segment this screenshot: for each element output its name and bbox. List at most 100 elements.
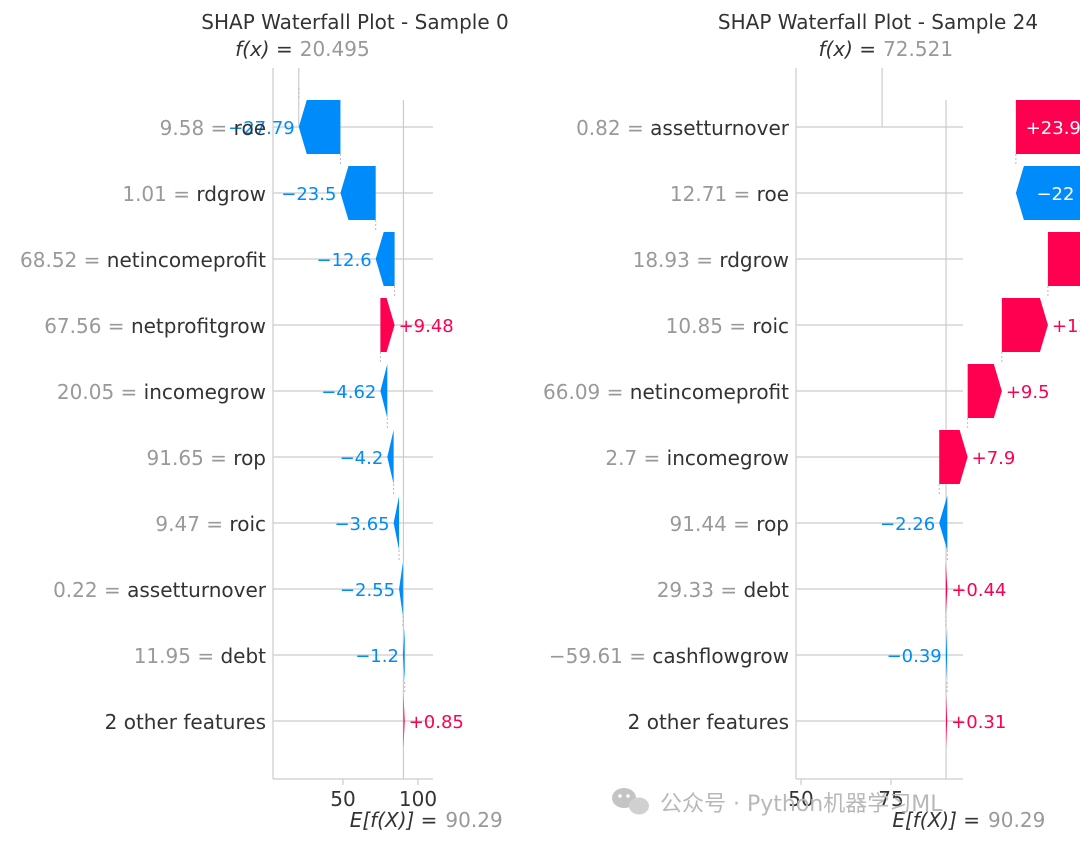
expected-value-annotation: E[f(X)] = 90.29 (350, 808, 503, 832)
feature-name: 2 other features (628, 710, 789, 734)
waterfall-panel-sample-0: 50 100 SHAP Waterfall Plot - Sample 0 f(x) … (20, 10, 509, 832)
expected-value-label: E[f(X)] = (892, 808, 980, 832)
shap-bar-negative (1015, 166, 1080, 220)
x-tick-label: 100 (399, 787, 437, 811)
feature-label: 10.85 = roic (666, 314, 789, 338)
shap-bar-negative (939, 496, 948, 550)
feature-value: 0.82 (576, 116, 621, 140)
equals-sign: = (191, 644, 220, 668)
shap-bar-positive (403, 694, 405, 748)
shap-bar-positive (1015, 100, 1080, 154)
feature-value: 1.01 (122, 182, 167, 206)
feature-label: 66.09 = netincomeprofit (543, 380, 789, 404)
shap-value-label: +0.44 (951, 580, 1006, 601)
feature-value: 91.65 (147, 446, 204, 470)
feature-name: assetturnover (650, 116, 790, 140)
shap-bar-negative (387, 430, 394, 484)
shap-value-label: −12.6 (317, 250, 372, 271)
feature-name: rop (233, 446, 266, 470)
watermark-text: 公众号 · Python机器学习ML (660, 792, 943, 817)
feature-value: 10.85 (666, 314, 723, 338)
shap-bar-negative (945, 628, 948, 682)
shap-bar-negative (380, 364, 388, 418)
shap-value-label: −0.39 (887, 646, 942, 667)
shap-value-label: +0.85 (409, 712, 464, 733)
shap-bar-positive (945, 562, 948, 616)
feature-label: 2 other features (105, 710, 266, 734)
equals-sign: = (167, 182, 196, 206)
equals-sign: = (723, 314, 752, 338)
watermark: 公众号 · Python机器学习ML (612, 788, 943, 817)
equals-sign: = (727, 182, 756, 206)
feature-label: 12.71 = roe (670, 182, 789, 206)
shap-bar-negative (340, 166, 376, 220)
feature-label: 91.65 = rop (147, 446, 266, 470)
equals-sign: = (623, 644, 652, 668)
expected-value-annotation: E[f(X)] = 90.29 (892, 808, 1045, 832)
equals-sign: = (204, 116, 233, 140)
feature-value: 12.71 (670, 182, 727, 206)
feature-name: netincomeprofit (107, 248, 266, 272)
feature-value: 66.09 (543, 380, 600, 404)
feature-name: rdgrow (196, 182, 266, 206)
shap-value-label: −4.62 (321, 382, 376, 403)
feature-value: 29.33 (657, 578, 714, 602)
equals-sign: = (204, 446, 233, 470)
expected-value-value: 90.29 (988, 808, 1045, 832)
shap-value-label: +7.9 (972, 448, 1016, 469)
feature-label: 18.93 = rdgrow (633, 248, 789, 272)
feature-name: incomegrow (144, 380, 266, 404)
equals-sign: = (101, 314, 130, 338)
equals-sign: = (690, 248, 719, 272)
shap-value-label: −1.2 (355, 646, 399, 667)
feature-name: netprofitgrow (131, 314, 266, 338)
feature-name: roe (757, 182, 789, 206)
feature-label: 29.33 = debt (657, 578, 789, 602)
x-tick-label: 50 (330, 787, 355, 811)
feature-label: 2 other features (628, 710, 789, 734)
fx-label: f(x) = (818, 37, 876, 61)
shap-bar-positive (967, 364, 1002, 418)
feature-value: 0.22 (53, 578, 98, 602)
equals-sign: = (637, 446, 666, 470)
shap-value-label: −2.26 (880, 514, 935, 535)
fx-value: 72.521 (883, 37, 953, 61)
shap-value-label: +9.48 (399, 316, 454, 337)
feature-label: 9.47 = roic (155, 512, 266, 536)
feature-name: incomegrow (667, 446, 789, 470)
shap-bar-negative (298, 100, 341, 154)
feature-name: debt (743, 578, 789, 602)
shap-bar-negative (393, 496, 400, 550)
feature-name: roe (234, 116, 266, 140)
wechat-icon (612, 788, 649, 815)
x-tick-label: 75 (878, 787, 903, 811)
fx-value: 20.495 (300, 37, 370, 61)
feature-label: 0.82 = assetturnover (576, 116, 790, 140)
feature-name: debt (220, 644, 266, 668)
feature-label: 67.56 = netprofitgrow (44, 314, 266, 338)
feature-name: assetturnover (127, 578, 267, 602)
chart-title: SHAP Waterfall Plot - Sample 0 (201, 10, 508, 34)
shap-value-label: −2.55 (340, 580, 395, 601)
equals-sign: = (114, 380, 143, 404)
shap-bar-positive (946, 694, 948, 748)
expected-value-value: 90.29 (445, 808, 502, 832)
shap-bar-positive (1047, 232, 1080, 286)
feature-label: −59.61 = cashflowgrow (549, 644, 789, 668)
equals-sign: = (77, 248, 106, 272)
shap-bar-negative (402, 628, 405, 682)
expected-value-label: E[f(X)] = (350, 808, 438, 832)
waterfall-panel-sample-24: 50 75 SHAP Waterfall Plot - Sample 24 f(x) … (543, 10, 1080, 832)
equals-sign: = (621, 116, 650, 140)
shap-bar-positive (939, 430, 968, 484)
feature-name: netincomeprofit (630, 380, 789, 404)
feature-value: 68.52 (20, 248, 77, 272)
feature-name: cashflowgrow (652, 644, 789, 668)
equals-sign: = (200, 512, 229, 536)
equals-sign: = (714, 578, 743, 602)
feature-name: roic (229, 512, 266, 536)
shap-value-label: −4.2 (340, 448, 384, 469)
shap-value-label: +12.8 (1052, 316, 1080, 337)
